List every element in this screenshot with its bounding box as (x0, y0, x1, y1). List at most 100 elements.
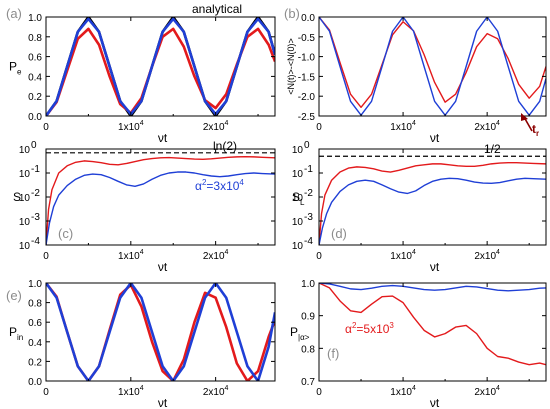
y-tick-label: 0.9 (301, 312, 315, 323)
plot-frame (318, 16, 547, 117)
y-tick-label: 0.8 (28, 33, 42, 44)
y-tick-label: -1.0 (298, 53, 316, 64)
x-tick-label: 1x104 (390, 249, 416, 262)
y-tick-label: 10 (19, 217, 31, 228)
panel-label: (b) (284, 6, 300, 21)
series-line-1 (46, 283, 275, 381)
y-tick-label: -2.5 (298, 112, 316, 123)
y-tick-label: 1.0 (28, 13, 42, 24)
y-tick-label: 0.0 (28, 112, 42, 123)
panel-label: (d) (331, 226, 347, 241)
y-tick-label: 0.0 (301, 13, 315, 24)
series-line-1 (319, 17, 546, 116)
y-axis-label: S (13, 190, 21, 204)
series-line-0 (46, 17, 275, 116)
x-tick-label: 2x104 (474, 120, 500, 133)
series-line-2 (46, 17, 275, 116)
x-tick-label: 2x104 (474, 249, 500, 262)
annotation-alpha: α2=3x104 (195, 178, 244, 193)
x-tick-label: 0 (316, 251, 322, 262)
y-axis-label: Pin (9, 325, 23, 342)
panel-label: (e) (6, 288, 22, 303)
svg-text:0: 0 (31, 140, 37, 151)
x-axis-label: νt (158, 131, 168, 145)
x-tick-label: 0 (316, 387, 322, 398)
annotation-analytical: analytical (192, 2, 242, 16)
annotation-tr: tr (532, 122, 539, 138)
y-axis-label: Pe (9, 60, 22, 77)
y-tick-label: 0.4 (28, 72, 42, 83)
svg-text:-3: -3 (304, 212, 313, 223)
reference-line-label: ln(2) (213, 139, 237, 153)
y-tick-label: -1.5 (298, 72, 316, 83)
x-axis-label: νt (430, 260, 440, 274)
svg-text:-4: -4 (304, 236, 313, 247)
series-line-1 (319, 177, 546, 245)
y-tick-label: 0.4 (28, 338, 42, 349)
y-axis-label: SL (292, 190, 305, 207)
x-tick-label: 1x104 (390, 120, 416, 133)
x-axis-label: νt (158, 260, 168, 274)
panel-e: 0 1x104 2x104 0.0 0.2 0.4 0.6 0.8 1.0 νt Pin (e) (6, 279, 276, 409)
x-tick-label: 0 (43, 122, 49, 133)
plot-frame (45, 148, 276, 246)
svg-text:-2: -2 (31, 188, 40, 199)
x-tick-label: 2x104 (203, 249, 229, 262)
panel-label: (f) (327, 346, 339, 361)
svg-text:-4: -4 (31, 236, 40, 247)
series-line-0 (46, 155, 275, 245)
y-tick-label: 10 (19, 145, 31, 156)
x-tick-label: 2x104 (203, 385, 229, 398)
panel-b: 0 1x104 2x104 0.0 -0.5 -1.0 -1.5 -2.0 -2.5 νt <N(t… (284, 6, 547, 145)
y-axis-label: P|α> (290, 325, 310, 342)
y-tick-label: 10 (292, 169, 304, 180)
y-tick-label: 0.6 (28, 53, 42, 64)
y-tick-label: 10 (19, 241, 31, 252)
series-line-1 (319, 283, 546, 292)
y-tick-label: 0.2 (28, 92, 42, 103)
series-line-1 (46, 171, 275, 245)
series-line-0 (319, 283, 546, 366)
x-axis-label: νt (430, 396, 440, 409)
y-tick-label: 0.0 (28, 377, 42, 388)
y-tick-label: 10 (292, 241, 304, 252)
plot-frame (45, 16, 276, 117)
svg-text:-2: -2 (304, 188, 313, 199)
y-tick-label: -0.5 (298, 33, 316, 44)
x-tick-label: 1x104 (118, 120, 144, 133)
series-line-0 (46, 283, 275, 381)
y-tick-label: 0.2 (28, 357, 42, 368)
y-tick-label: 1.0 (28, 279, 42, 290)
panel-label: (c) (58, 226, 73, 241)
plot-frame (318, 282, 547, 382)
y-tick-label: 0.8 (301, 344, 315, 355)
svg-text:0: 0 (304, 140, 310, 151)
y-tick-label: 0.6 (28, 318, 42, 329)
y-tick-label: 0.8 (28, 299, 42, 310)
x-tick-label: 2x104 (203, 120, 229, 133)
x-tick-label: 2x104 (474, 385, 500, 398)
y-tick-label: 10 (19, 169, 31, 180)
x-tick-label: 1x104 (118, 249, 144, 262)
svg-text:-1: -1 (31, 164, 40, 175)
annotation-alpha: α2=5x103 (345, 321, 394, 336)
x-tick-label: 0 (43, 387, 49, 398)
y-tick-label: 10 (292, 193, 304, 204)
y-tick-label: -2.0 (298, 92, 316, 103)
svg-text:-1: -1 (304, 164, 313, 175)
series-line-0 (319, 161, 546, 245)
panel-f: 0 1x104 2x104 0.7 0.8 0.9 1.0 νt P|α> (f) α2=5x103 (290, 279, 547, 409)
svg-text:-3: -3 (31, 212, 40, 223)
y-tick-label: 10 (19, 193, 31, 204)
x-tick-label: 1x104 (390, 385, 416, 398)
x-tick-label: 1x104 (118, 385, 144, 398)
y-tick-label: 1.0 (301, 279, 315, 290)
panel-label: (a) (6, 6, 22, 21)
x-axis-label: νt (430, 131, 440, 145)
y-tick-label: 10 (292, 145, 304, 156)
x-tick-label: 0 (316, 122, 322, 133)
x-tick-label: 0 (43, 251, 49, 262)
